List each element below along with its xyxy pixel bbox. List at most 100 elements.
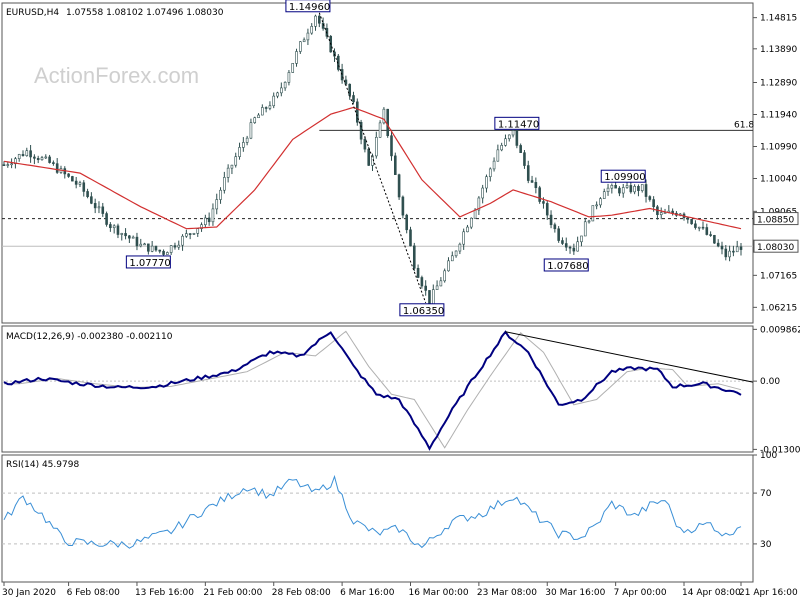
candle-body (192, 233, 196, 235)
candle-body (576, 241, 579, 252)
price-candles (2, 14, 743, 310)
candle-body (55, 163, 59, 173)
candle-body (48, 156, 51, 163)
candle-body (333, 51, 336, 57)
candle-body (599, 198, 602, 206)
candle-body (697, 226, 701, 229)
candle-body (2, 164, 6, 166)
candle-body (382, 108, 386, 124)
candle-body (428, 290, 431, 305)
candle-body (188, 233, 192, 235)
candle-body (340, 69, 344, 81)
candle-body (17, 154, 21, 159)
candle-body (424, 285, 427, 291)
candle-body (701, 226, 705, 229)
price-tick-label: 1.10040 (760, 174, 797, 184)
candle-body (648, 196, 652, 200)
candle-body (295, 51, 298, 64)
candle-body (25, 150, 29, 156)
candle-body (568, 246, 572, 249)
candle-body (393, 155, 397, 175)
candle-body (420, 277, 424, 287)
candle-body (405, 214, 408, 231)
time-tick-label: 21 Feb 00:00 (203, 588, 262, 598)
price-annotation-label: 1.11470 (498, 119, 539, 130)
time-tick-label: 14 Apr 08:00 (682, 588, 741, 598)
candle-body (234, 156, 238, 166)
candle-body (356, 101, 359, 123)
price-annotations: 1.14960 1.11470 1.09900 1.07770 1.07680 1.063… (125, 0, 646, 317)
dashed-level-label: 1.08850 (757, 216, 794, 226)
price-panel: ActionForex.com EURUSD,H4 1.07558 1.0810… (1, 0, 799, 324)
candle-body (52, 162, 55, 164)
rsi-gridlines (2, 492, 753, 545)
price-annotation-box (600, 169, 646, 183)
candle-body (705, 227, 709, 235)
candle-body (720, 245, 724, 250)
candle-body (150, 245, 154, 252)
candle-body (458, 243, 462, 252)
zigzag-line (318, 12, 427, 303)
candle-body (481, 187, 484, 199)
macd-trendline (505, 331, 754, 383)
macd-main-line (3, 330, 742, 451)
candle-body (135, 236, 139, 247)
candle-body (280, 87, 283, 94)
candle-body (143, 243, 146, 246)
candle-body (500, 145, 503, 151)
candle-body (67, 173, 70, 177)
candle-body (181, 235, 184, 246)
candle-body (93, 203, 97, 209)
time-tick-label: 7 Apr 00:00 (614, 588, 667, 598)
candle-body (253, 117, 257, 123)
candle-body (226, 167, 230, 178)
candle-body (219, 189, 222, 200)
candle-body (299, 41, 302, 52)
price-annotation-box (125, 255, 171, 269)
candle-body (488, 168, 492, 178)
price-tick-label: 1.12890 (760, 78, 797, 88)
candle-body (614, 185, 617, 189)
candle-body (86, 191, 89, 197)
rsi-tick-label: 70 (760, 489, 772, 499)
time-tick-label: 21 Apr 16:00 (739, 588, 798, 598)
candle-body (44, 156, 48, 159)
candle-body (109, 224, 112, 229)
candle-body (640, 184, 644, 191)
price-tick-label: 1.14815 (760, 14, 797, 24)
candle-body (462, 231, 465, 245)
candle-body (621, 187, 625, 194)
macd-tick-label: 0.00 (760, 377, 780, 387)
candle-body (690, 219, 693, 225)
candle-body (466, 226, 469, 233)
candle-body (302, 39, 306, 43)
candle-body (173, 245, 177, 248)
macd-title: MACD(12,26,9) -0.002380 -0.002110 (6, 332, 173, 342)
candle-body (90, 196, 93, 204)
watermark-text: ActionForex.com (34, 63, 199, 88)
candle-body (71, 176, 74, 182)
time-tick-label: 13 Feb 16:00 (135, 588, 194, 598)
price-annotation-label: 1.14960 (289, 2, 330, 13)
candle-body (242, 142, 245, 148)
price-annotation-label: 1.07770 (129, 258, 170, 269)
time-tick-label: 6 Mar 16:00 (340, 588, 395, 598)
candle-body (450, 255, 454, 262)
rsi-title: RSI(14) 45.9798 (6, 460, 79, 470)
candle-body (553, 224, 557, 230)
candle-body (732, 250, 735, 253)
candle-body (644, 184, 648, 197)
current-price-label: 1.08030 (757, 243, 794, 253)
candle-body (29, 150, 32, 158)
candle-body (545, 203, 549, 216)
candle-body (663, 212, 667, 214)
candle-body (287, 72, 291, 83)
candle-body (101, 206, 105, 214)
candle-body (652, 199, 655, 208)
candle-body (128, 235, 131, 239)
price-panel-frame (1, 2, 754, 324)
candle-body (549, 214, 553, 226)
candle-body (238, 147, 241, 157)
candle-body (386, 108, 389, 136)
